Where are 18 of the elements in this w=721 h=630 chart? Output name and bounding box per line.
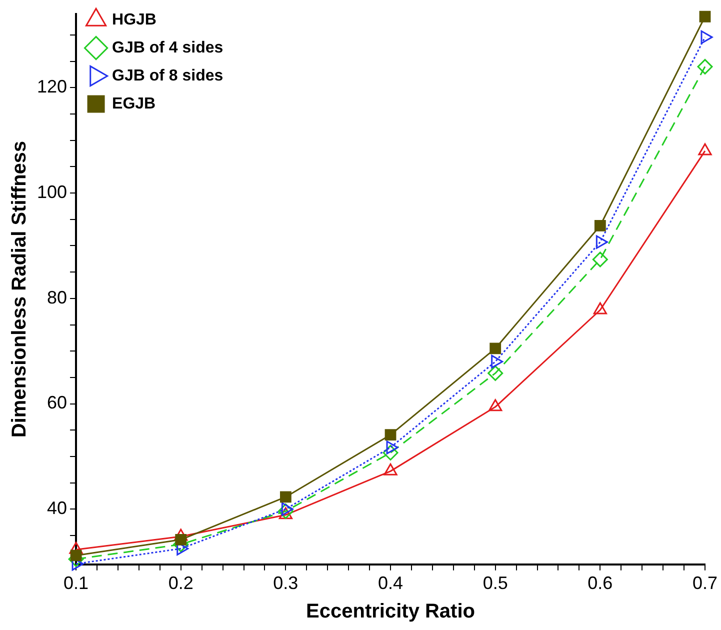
x-tick-label: 0.7 — [692, 573, 718, 594]
x-tick-label: 0.2 — [168, 573, 194, 594]
x-tick-label: 0.1 — [64, 573, 89, 594]
x-tick-label: 0.4 — [378, 573, 404, 594]
y-tick-label: 80 — [47, 287, 68, 308]
x-tick-label: 0.6 — [588, 573, 613, 594]
y-tick-label: 60 — [47, 392, 68, 413]
legend-label: GJB of 4 sides — [112, 39, 224, 56]
legend-label: HGJB — [112, 11, 156, 28]
y-tick-label: 120 — [36, 76, 68, 97]
x-axis-title: Eccentricity Ratio — [306, 600, 475, 623]
y-axis-title: Dimensionless Radial Stiffness — [8, 140, 31, 438]
legend-label: GJB of 8 sides — [112, 67, 224, 84]
y-tick-label: 40 — [47, 498, 68, 518]
y-tick-label: 100 — [36, 182, 68, 202]
x-tick-label: 0.3 — [273, 573, 298, 594]
x-tick-label: 0.5 — [482, 573, 508, 594]
legend-label: EGJB — [112, 95, 156, 112]
